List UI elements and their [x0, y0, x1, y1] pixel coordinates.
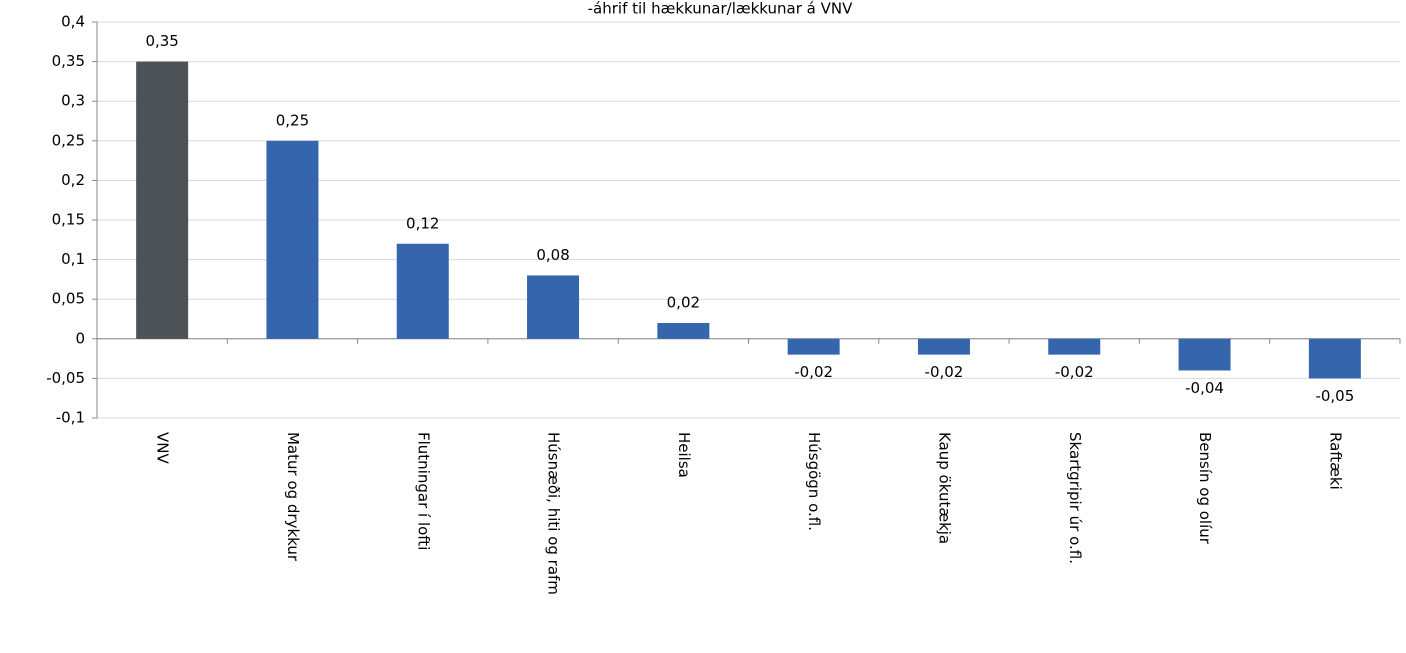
data-label: 0,25: [276, 111, 309, 129]
y-tick-label: 0,3: [61, 92, 85, 110]
y-tick-label: 0,25: [52, 131, 85, 149]
x-tick-label: Skartgripir úr o.fl.: [1066, 432, 1084, 564]
y-tick-label: 0,35: [52, 52, 85, 70]
y-tick-label: -0,05: [46, 369, 85, 387]
x-tick-label: VNV: [154, 432, 172, 464]
data-label: -0,02: [925, 363, 964, 381]
y-tick-label: 0,2: [61, 171, 85, 189]
bar: [787, 338, 840, 355]
y-tick-label: 0,05: [52, 290, 85, 308]
y-tick-label: 0,15: [52, 211, 85, 229]
x-tick-label: Raftæki: [1326, 432, 1344, 490]
y-tick-label: 0,4: [61, 13, 85, 31]
x-tick-label: Matur og drykkur: [284, 432, 302, 562]
bar: [396, 243, 449, 339]
data-label: 0,02: [667, 293, 700, 311]
y-tick-label: 0: [75, 329, 85, 347]
x-tick-label: Húsgögn o.fl.: [805, 432, 823, 531]
bar: [1048, 338, 1101, 355]
bar: [917, 338, 970, 355]
y-tick-label: -0,1: [56, 409, 85, 427]
x-tick-label: Húsnæði, hiti og rafm: [545, 432, 563, 595]
x-tick-label: Heilsa: [675, 432, 693, 478]
data-label: -0,05: [1315, 387, 1354, 405]
x-tick-label: Kaup ökutækja: [935, 432, 953, 544]
bar: [657, 322, 710, 339]
data-label: 0,35: [145, 32, 178, 50]
chart-title: -áhrif til hækkunar/lækkunar á VNV: [588, 0, 853, 18]
y-tick-label: 0,1: [61, 250, 85, 268]
bar: [266, 140, 319, 339]
data-label: -0,02: [1055, 363, 1094, 381]
data-label: -0,02: [794, 363, 833, 381]
bar: [527, 275, 580, 339]
bar: [1178, 338, 1231, 371]
data-label: 0,08: [536, 246, 569, 264]
data-label: 0,12: [406, 214, 439, 232]
bar: [136, 61, 189, 339]
data-label: -0,04: [1185, 379, 1224, 397]
x-tick-label: Bensín og olíur: [1196, 432, 1214, 545]
x-tick-label: Flutningar í lofti: [414, 432, 432, 550]
bar: [1308, 338, 1361, 379]
